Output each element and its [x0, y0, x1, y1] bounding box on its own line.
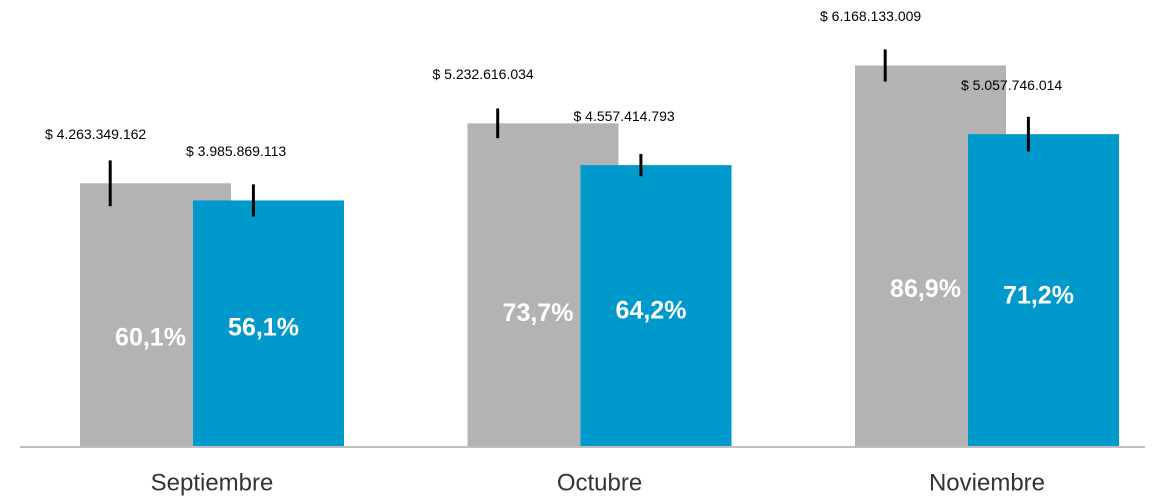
- bar: [580, 165, 732, 447]
- percentage-label: 64,2%: [616, 296, 687, 324]
- percentage-label: 71,2%: [1003, 281, 1074, 309]
- x-tick-label: Noviembre: [929, 469, 1045, 496]
- percentage-label: 60,1%: [115, 323, 186, 351]
- x-tick-label: Octubre: [557, 469, 642, 496]
- value-label: $ 4.557.414.793: [574, 108, 675, 124]
- value-label: $ 3.985.869.113: [186, 143, 286, 159]
- bar: [193, 200, 344, 447]
- value-label: $ 5.057.746.014: [961, 77, 1062, 93]
- value-label: $ 4.263.349.162: [45, 126, 146, 142]
- percentage-label: 73,7%: [503, 299, 574, 327]
- percentage-label: 56,1%: [228, 313, 299, 341]
- percentage-label: 86,9%: [890, 275, 961, 303]
- value-label: $ 5.232.616.034: [433, 66, 534, 82]
- bar: [968, 134, 1119, 448]
- value-label: $ 6.168.133.009: [820, 8, 921, 24]
- x-tick-label: Septiembre: [151, 469, 274, 496]
